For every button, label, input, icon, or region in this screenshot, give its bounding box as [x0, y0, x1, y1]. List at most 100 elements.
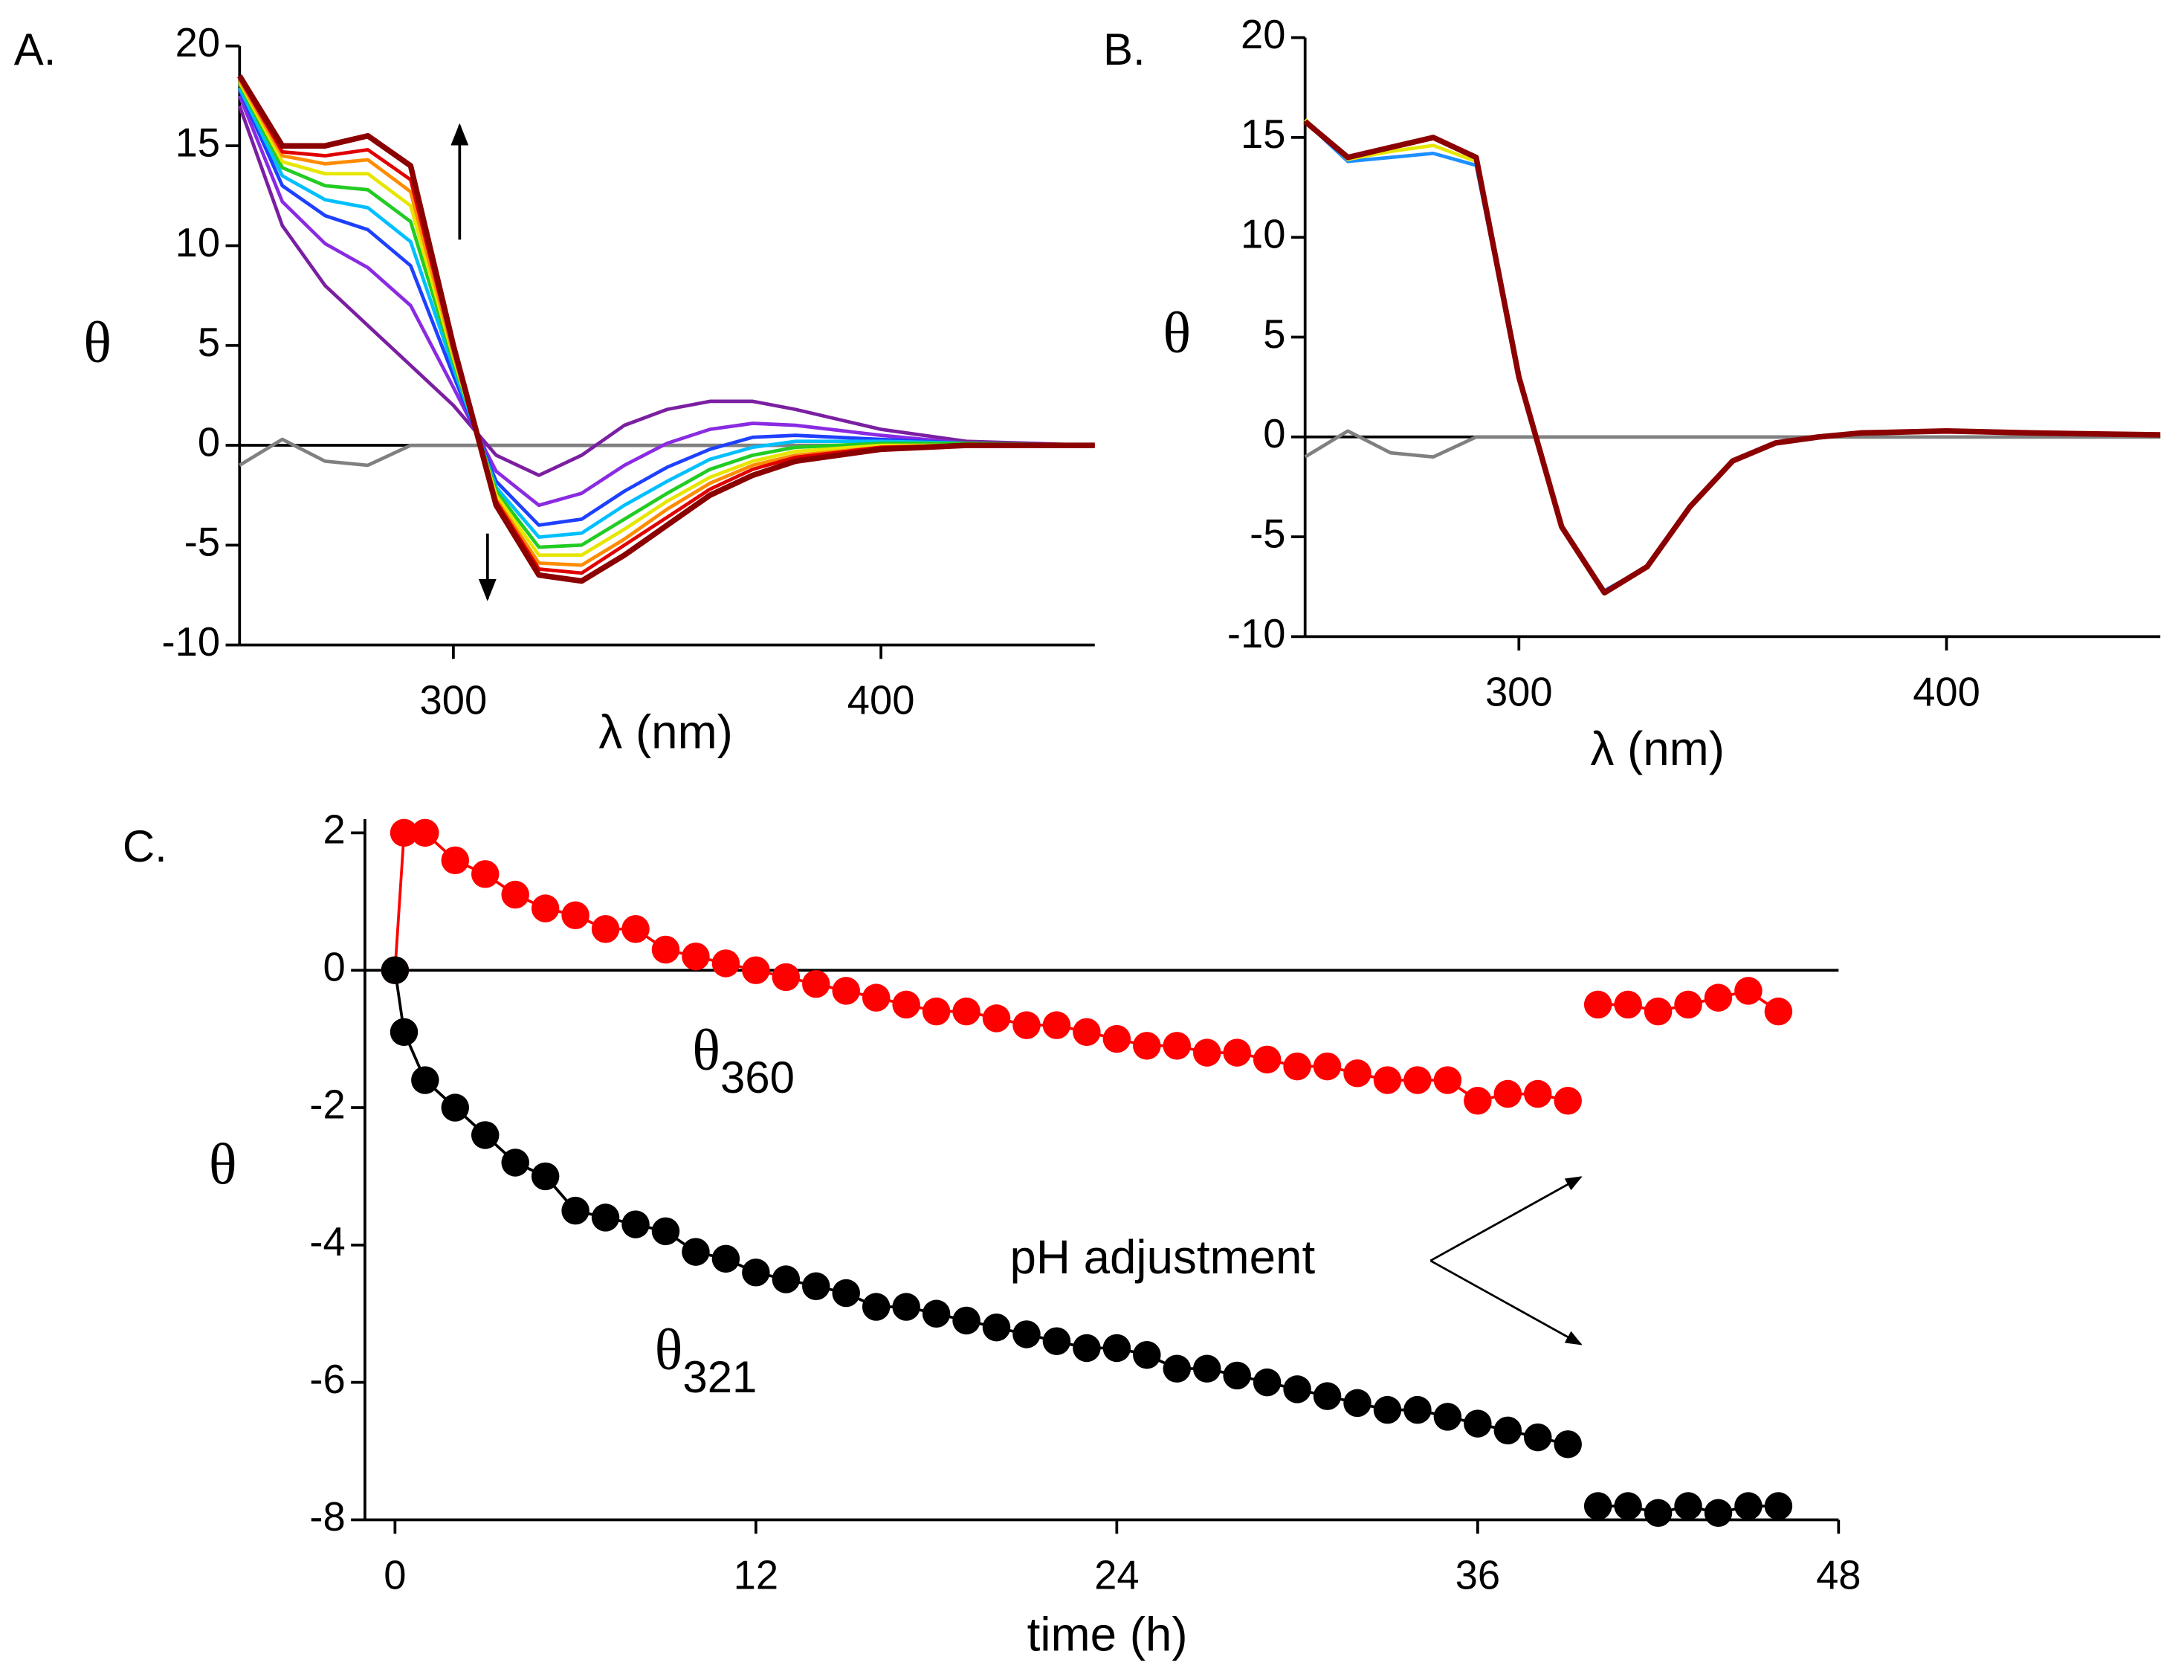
annotation-subscript: 360	[720, 1053, 795, 1102]
x-tick-label: 24	[1094, 1553, 1139, 1598]
data-point	[591, 915, 620, 943]
series-line	[1304, 118, 2161, 595]
data-point	[1614, 990, 1642, 1019]
series-line	[238, 77, 1095, 575]
data-point	[742, 956, 770, 984]
x-tick-label: 300	[420, 678, 488, 723]
data-point	[1313, 1382, 1342, 1410]
data-point	[982, 1004, 1011, 1033]
series-line	[1303, 119, 2161, 596]
y-tick-label: 10	[1241, 212, 1285, 257]
series-line	[238, 81, 1095, 558]
data-point	[802, 1272, 830, 1301]
y-tick-label: 0	[198, 419, 220, 465]
series-line	[1304, 429, 2161, 459]
data-point	[1192, 1354, 1221, 1383]
data-point	[1583, 990, 1612, 1019]
data-point	[1073, 1334, 1101, 1363]
data-point	[1102, 1334, 1131, 1363]
data-point	[390, 818, 419, 847]
data-point	[501, 1148, 529, 1177]
y-tick-label: -2	[309, 1082, 345, 1127]
data-point	[832, 1279, 860, 1308]
data-point	[501, 880, 529, 909]
data-point	[682, 942, 710, 971]
data-point	[742, 1259, 770, 1287]
y-tick-label: 5	[198, 320, 220, 365]
data-point	[441, 1093, 470, 1122]
data-point	[471, 860, 500, 888]
series-line	[237, 74, 1095, 584]
data-point	[561, 901, 589, 930]
y-tick-label: 5	[1263, 311, 1285, 357]
data-point	[832, 977, 860, 1005]
data-point	[1163, 1032, 1191, 1060]
x-axis-label: λ (nm)	[598, 705, 732, 758]
x-axis-label: time (h)	[1027, 1608, 1188, 1661]
data-point	[531, 1162, 560, 1191]
data-point	[1102, 1024, 1131, 1053]
data-point	[1704, 1499, 1733, 1527]
data-point	[1133, 1032, 1161, 1060]
data-point	[651, 1217, 680, 1246]
data-point	[772, 1265, 801, 1293]
y-tick-label: 20	[175, 20, 220, 65]
data-point	[922, 1299, 951, 1328]
data-point	[1133, 1340, 1161, 1369]
data-point	[441, 846, 470, 875]
x-tick-label: 12	[734, 1553, 778, 1598]
y-tick-label: 15	[175, 120, 220, 165]
data-point	[1764, 1492, 1793, 1520]
annotation-text: pH adjustment	[1009, 1230, 1315, 1284]
data-point	[1464, 1087, 1492, 1115]
annotation-text: θ	[692, 1018, 720, 1083]
y-tick-label: -5	[1250, 511, 1285, 556]
series-line	[238, 88, 1095, 527]
data-point	[982, 1314, 1011, 1342]
panel-label: A.	[14, 25, 56, 74]
data-point	[1554, 1430, 1582, 1458]
data-point	[1012, 1011, 1041, 1039]
data-point	[1433, 1066, 1462, 1094]
data-point	[1734, 977, 1763, 1005]
data-point	[1403, 1395, 1432, 1424]
panel-label: C.	[123, 821, 167, 871]
data-point	[1764, 997, 1793, 1026]
ph-arrow-up	[1429, 1176, 1583, 1262]
data-point	[1674, 990, 1702, 1019]
data-point	[1554, 1087, 1582, 1115]
annotation: pH adjustment	[1009, 1230, 1315, 1284]
data-point	[411, 818, 439, 847]
data-point	[862, 1293, 891, 1321]
data-point	[1253, 1368, 1282, 1397]
data-point	[772, 963, 801, 992]
y-tick-label: 20	[1241, 12, 1285, 57]
data-point	[1433, 1403, 1462, 1431]
series-line	[238, 105, 1095, 477]
panel-label: B.	[1103, 25, 1146, 74]
data-point	[1493, 1416, 1522, 1445]
data-point	[682, 1238, 710, 1266]
data-point	[1403, 1066, 1432, 1094]
data-point	[1253, 1045, 1282, 1074]
data-point	[952, 1306, 980, 1335]
y-tick-label: 0	[323, 945, 345, 990]
data-point	[621, 1210, 650, 1238]
y-tick-label: -6	[309, 1357, 345, 1402]
data-point	[1644, 1499, 1673, 1527]
data-point	[1343, 1059, 1372, 1088]
data-point	[561, 1196, 589, 1225]
x-tick-label: 400	[847, 678, 915, 723]
x-tick-label: 0	[384, 1553, 406, 1598]
data-point	[1313, 1052, 1342, 1081]
data-point	[1163, 1354, 1191, 1383]
y-axis-label: θ	[1163, 300, 1191, 365]
data-point	[1674, 1492, 1702, 1520]
data-point	[1493, 1079, 1522, 1108]
data-point	[1373, 1066, 1402, 1094]
data-point	[1343, 1389, 1372, 1418]
annotation: θ360	[692, 1018, 795, 1103]
data-point	[952, 997, 980, 1026]
data-point	[1192, 1038, 1221, 1067]
y-tick-label: -10	[1227, 611, 1286, 656]
